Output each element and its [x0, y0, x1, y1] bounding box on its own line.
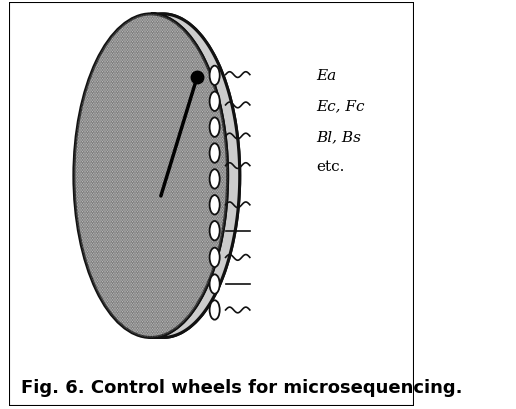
Ellipse shape: [209, 92, 220, 112]
Ellipse shape: [209, 118, 220, 137]
Ellipse shape: [209, 221, 220, 241]
Ellipse shape: [209, 67, 220, 86]
Ellipse shape: [209, 301, 220, 320]
Ellipse shape: [209, 170, 220, 189]
Text: Ea: Ea: [317, 68, 337, 82]
Ellipse shape: [209, 248, 220, 267]
Ellipse shape: [209, 144, 220, 163]
Text: Ec, Fc: Ec, Fc: [317, 99, 365, 112]
Text: Bl, Bs: Bl, Bs: [317, 130, 362, 144]
Ellipse shape: [209, 275, 220, 294]
Ellipse shape: [209, 196, 220, 215]
Text: Fig. 6. Control wheels for microsequencing.: Fig. 6. Control wheels for microsequenci…: [21, 378, 463, 396]
Ellipse shape: [74, 15, 228, 338]
Polygon shape: [151, 15, 240, 338]
Ellipse shape: [86, 15, 240, 338]
Text: etc.: etc.: [317, 159, 345, 173]
